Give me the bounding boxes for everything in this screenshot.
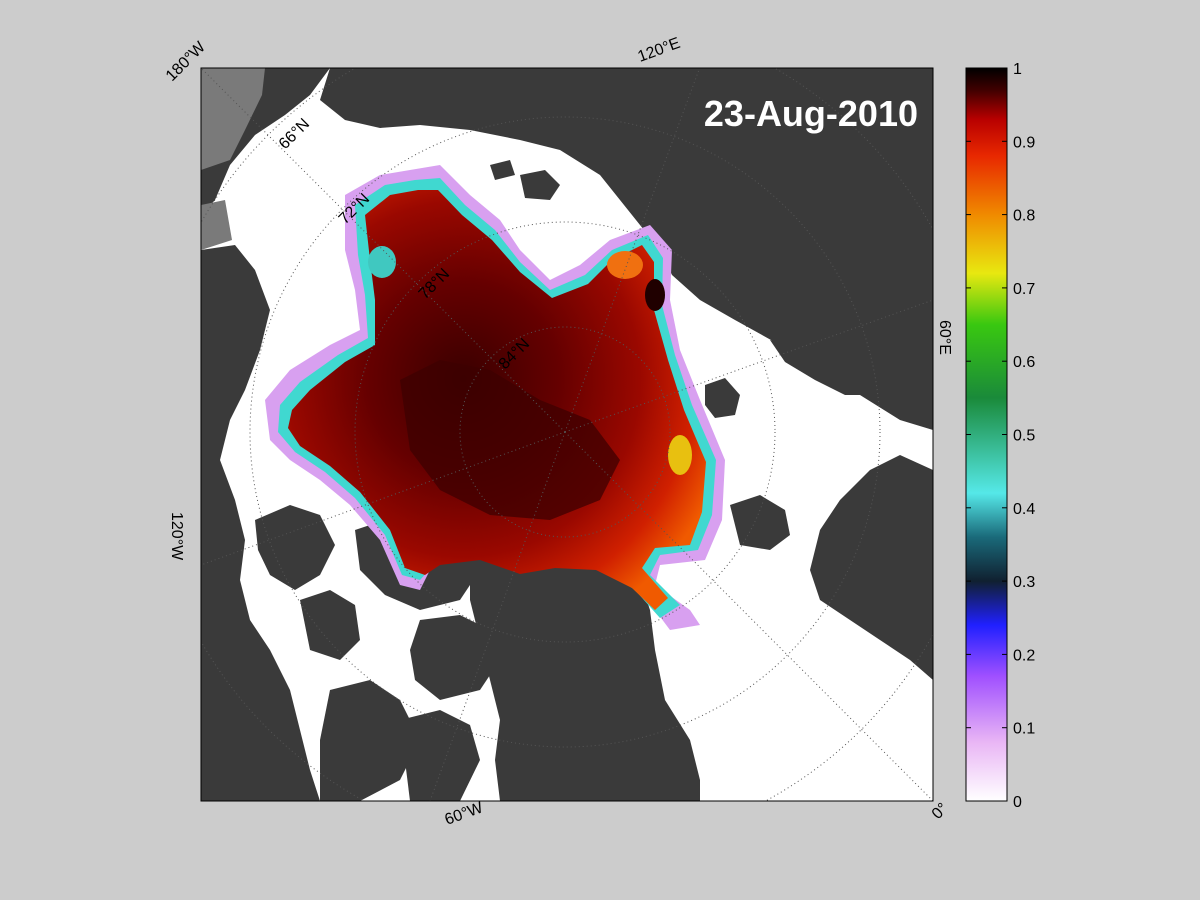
colorbar-tick-label: 0.5 — [1013, 428, 1035, 445]
lon-label-120w: 120°W — [168, 512, 185, 561]
colorbar-tick-label: 0.1 — [1013, 721, 1035, 738]
lon-label-0: 0° — [929, 800, 952, 823]
colorbar-tick-label: 0.4 — [1013, 501, 1035, 518]
colorbar-tick-label: 1 — [1013, 61, 1022, 78]
colorbar-tick-label: 0.9 — [1013, 134, 1035, 151]
colorbar-ticks: 0 0.1 0.2 0.3 0.4 0.5 0.6 0.7 0.8 0.9 1 — [966, 61, 1035, 811]
colorbar-tick-label: 0.2 — [1013, 647, 1035, 664]
colorbar-tick-label: 0.7 — [1013, 281, 1035, 298]
outside-domain — [201, 68, 265, 170]
map-area: 66°N 72°N 78°N 84°N 23-Aug-2010 — [201, 68, 933, 801]
date-label: 23-Aug-2010 — [704, 93, 918, 134]
ice-core — [400, 360, 620, 520]
colorbar-tick-label: 0.8 — [1013, 208, 1035, 225]
lon-label-120e: 120°E — [636, 35, 683, 66]
sea-ice — [265, 165, 725, 630]
colorbar-tick-label: 0 — [1013, 794, 1022, 811]
colorbar-gradient — [965, 67, 1008, 802]
colorbar-tick-label: 0.3 — [1013, 574, 1035, 591]
graticule — [201, 68, 933, 801]
colorbar-tick-label: 0.6 — [1013, 354, 1035, 371]
lon-label-60w: 60°W — [443, 799, 487, 829]
map-border — [200, 67, 934, 802]
lon-label-60e: 60°E — [936, 320, 953, 355]
colorbar: 0 0.1 0.2 0.3 0.4 0.5 0.6 0.7 0.8 0.9 1 — [965, 61, 1035, 811]
